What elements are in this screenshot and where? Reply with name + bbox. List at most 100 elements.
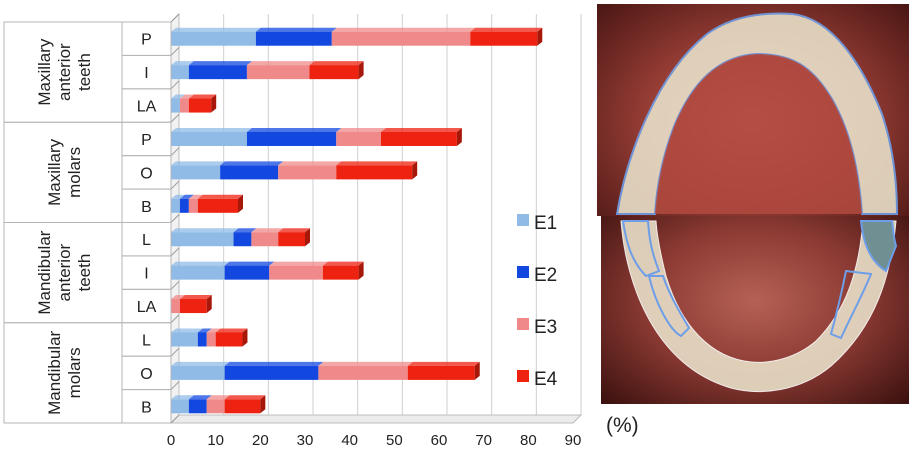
group-label-line: Mandibular	[45, 330, 64, 414]
group-label: Mandibular molars	[45, 330, 84, 414]
row-tick	[170, 314, 180, 324]
bar-top-e4	[407, 361, 480, 366]
bar-top-e2	[188, 61, 252, 66]
bar-end-cap	[456, 127, 462, 146]
row-tick	[170, 80, 180, 90]
bar-top-e3	[278, 161, 342, 166]
bar-e3	[251, 232, 279, 247]
bar-top-e2	[255, 27, 337, 32]
legend-label-e4: E4	[534, 369, 558, 390]
bar-e4	[179, 299, 207, 314]
bar-e3	[278, 165, 337, 180]
bar-top-e1	[171, 261, 230, 266]
row-tick	[170, 247, 180, 257]
bar-e1	[171, 131, 247, 146]
row-label: LA	[137, 99, 157, 116]
row-tick	[170, 280, 180, 290]
legend-label-e1: E1	[534, 213, 557, 234]
bar-top-e3	[331, 27, 476, 32]
bar-top-e1	[171, 127, 252, 132]
row-tick	[170, 113, 180, 123]
bar-e1	[171, 165, 221, 180]
legend-label-e3: E3	[534, 317, 557, 338]
maxillary-arch-photo	[597, 4, 909, 216]
bar-top-e1	[171, 395, 194, 400]
bar-top-e1	[171, 94, 185, 99]
bar-top-e3	[318, 361, 413, 366]
bar-e1	[171, 265, 225, 280]
x-tick-label: 10	[207, 432, 224, 449]
bar-top-e2	[179, 194, 194, 199]
bar-top-e3	[206, 395, 230, 400]
group-label-line: anterior	[55, 43, 74, 101]
bar-e3	[269, 265, 323, 280]
x-tick-label: 70	[475, 432, 492, 449]
bar-top-e1	[171, 61, 194, 66]
bar-top-e4	[309, 61, 364, 66]
legend-label-e2: E2	[534, 265, 557, 286]
row-tick	[170, 180, 180, 190]
bar-top-e3	[246, 61, 315, 66]
chart-frame	[169, 12, 583, 425]
group-label: Maxillary anterior teeth	[35, 38, 94, 106]
bars	[171, 27, 543, 414]
group-label-line: molars	[65, 347, 84, 398]
bar-e2	[220, 165, 279, 180]
grid-lines	[170, 14, 582, 424]
bar-e3	[206, 332, 216, 347]
bar-e1	[171, 31, 256, 46]
legend-swatch-e4	[517, 370, 529, 382]
bar-e1	[171, 232, 234, 247]
x-tick-label: 90	[565, 432, 582, 449]
group-label-line: teeth	[75, 53, 94, 91]
bar-end-cap	[537, 27, 543, 46]
bar-end-cap	[211, 94, 217, 113]
bar-e1	[171, 198, 180, 213]
row-label: LA	[137, 299, 157, 316]
bar-e4	[407, 365, 475, 380]
x-tick-label: 30	[297, 432, 314, 449]
bar-e3	[336, 131, 381, 146]
x-tick-label: 40	[341, 432, 358, 449]
bar-top-e1	[171, 328, 203, 333]
bar-e4	[215, 332, 243, 347]
bar-top-e3	[188, 194, 203, 199]
bar-end-cap	[206, 295, 212, 314]
x-tick-labels: 0 10 20 30 40 50 60 70 80 90	[167, 432, 582, 449]
bar-top-e2	[220, 161, 284, 166]
bar-e2	[188, 399, 207, 414]
row-label: B	[141, 399, 152, 416]
row-label: B	[141, 199, 152, 216]
legend-swatch-e1	[517, 214, 529, 226]
bar-top-e3	[336, 127, 386, 132]
bar-e2	[188, 65, 247, 80]
bar-top-e2	[246, 127, 342, 132]
bar-top-e4	[197, 194, 243, 199]
bar-end-cap	[305, 228, 310, 247]
bar-e4	[188, 98, 212, 113]
bar-top-e4	[188, 94, 217, 99]
bar-e2	[233, 232, 252, 247]
bar-e1	[171, 65, 189, 80]
bar-end-cap	[260, 395, 266, 414]
bar-top-e2	[224, 261, 275, 266]
bar-end-cap	[358, 61, 364, 80]
row-label: L	[142, 332, 151, 349]
bar-top-e2	[233, 228, 257, 233]
floor	[169, 414, 583, 424]
bar-e3	[188, 198, 198, 213]
bar-e1	[171, 332, 198, 347]
bar-e4	[336, 165, 413, 180]
bar-e2	[224, 265, 270, 280]
bar-e4	[322, 265, 359, 280]
row-label: L	[142, 232, 151, 249]
bar-top-e1	[171, 228, 239, 233]
row-tick	[170, 381, 180, 390]
bar-e1	[171, 98, 180, 113]
bar-e4	[309, 65, 359, 80]
legend-swatch-e3	[517, 318, 529, 330]
bar-e1	[171, 399, 189, 414]
bar-top-e1	[171, 194, 185, 199]
